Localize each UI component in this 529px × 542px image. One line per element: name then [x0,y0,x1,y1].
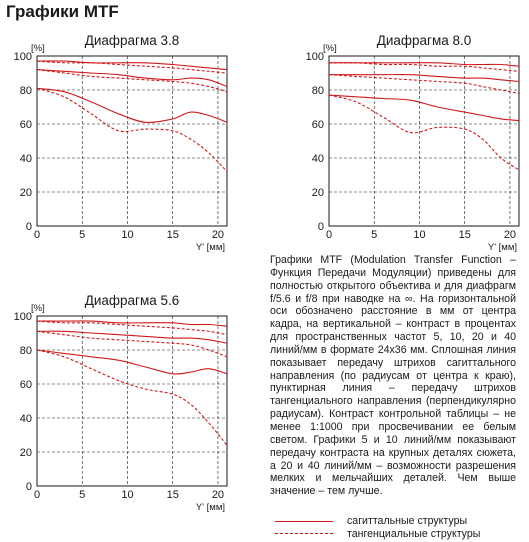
y-tick-label: 100 [306,51,324,63]
y-tick-label: 80 [20,85,32,97]
plot-frame [328,55,520,227]
plot-frame [36,315,228,487]
sagittal-curve-0 [36,320,228,327]
legend-item-tangential: тангенциальные структуры [275,528,480,541]
x-tick-label: 0 [326,229,332,241]
x-tick-label: 20 [504,229,516,241]
x-tick-label: 10 [413,229,425,241]
chart-title: Диафрагма 5.6 [85,293,180,308]
legend: сагиттальные структуры тангенциальные ст… [275,515,480,540]
tangential-curve-5 [36,349,228,446]
y-tick-label: 100 [14,51,32,63]
tangential-curve-1 [36,60,228,74]
y-tick-label: 0 [26,481,32,493]
x-axis-label: Y' [мм] [196,502,225,513]
tangential-curve-3 [36,330,228,358]
x-tick-label: 15 [459,229,471,241]
legend-label-sagittal: сагиттальные структуры [347,515,468,528]
sagittal-curve-2 [328,74,520,83]
y-axis-unit: [%] [31,303,45,314]
y-tick-label: 60 [312,119,324,131]
y-tick-label: 80 [20,345,32,357]
tangential-curve-1 [36,320,228,336]
tangential-curve-3 [328,74,520,94]
x-axis-label: Y' [мм] [196,242,225,253]
page-title: Графики MTF [6,2,119,21]
legend-item-sagittal: сагиттальные структуры [275,515,480,528]
legend-label-tangential: тангенциальные структуры [347,527,481,540]
y-tick-label: 40 [20,413,32,425]
sagittal-curve-2 [36,330,228,344]
y-tick-label: 60 [20,379,32,391]
y-axis-unit: [%] [323,43,337,54]
y-tick-label: 20 [20,447,32,459]
x-tick-label: 10 [121,229,133,241]
x-axis-label: Y' [мм] [488,242,517,253]
x-tick-label: 5 [371,229,377,241]
tangential-curve-1 [328,62,520,72]
x-tick-label: 0 [34,229,40,241]
x-tick-label: 20 [212,489,224,501]
plot-frame [36,55,228,227]
y-axis-unit: [%] [31,43,45,54]
tangential-curve-5 [328,94,520,171]
y-tick-label: 0 [26,221,32,233]
tangential-curve-5 [36,87,228,172]
sagittal-curve-4 [36,349,228,375]
x-tick-label: 20 [212,229,224,241]
legend-solid-line [275,520,333,522]
x-tick-label: 15 [167,489,179,501]
x-tick-label: 5 [79,489,85,501]
y-tick-label: 80 [312,85,324,97]
x-tick-label: 15 [167,229,179,241]
sagittal-curve-4 [36,87,228,124]
y-tick-label: 20 [312,187,324,199]
description-text: Графики MTF (Modulation Transfer Functio… [270,254,516,498]
legend-dashed-line [275,533,333,535]
chart-title: Диафрагма 8.0 [377,33,472,48]
y-tick-label: 0 [318,221,324,233]
chart-2: Диафрагма 5.6 0 20 40 60 80 100 0 5 10 15 20 [%] Y' [… [14,293,228,513]
y-tick-label: 20 [20,187,32,199]
sagittal-curve-0 [36,60,228,71]
chart-1: Диафрагма 8.0 0 20 40 60 80 100 0 5 10 15 20 [%] Y' [… [306,33,520,253]
sagittal-curve-4 [328,94,520,122]
x-tick-label: 10 [121,489,133,501]
y-tick-label: 100 [14,311,32,323]
x-tick-label: 5 [79,229,85,241]
y-tick-label: 60 [20,119,32,131]
tangential-curve-3 [36,69,228,93]
chart-0: Диафрагма 3.8 0 20 40 60 80 100 0 5 10 15 20 [%] Y' [… [14,33,228,253]
chart-title: Диафрагма 3.8 [85,33,180,48]
y-tick-label: 40 [312,153,324,165]
y-tick-label: 40 [20,153,32,165]
sagittal-curve-2 [36,69,228,88]
x-tick-label: 0 [34,489,40,501]
